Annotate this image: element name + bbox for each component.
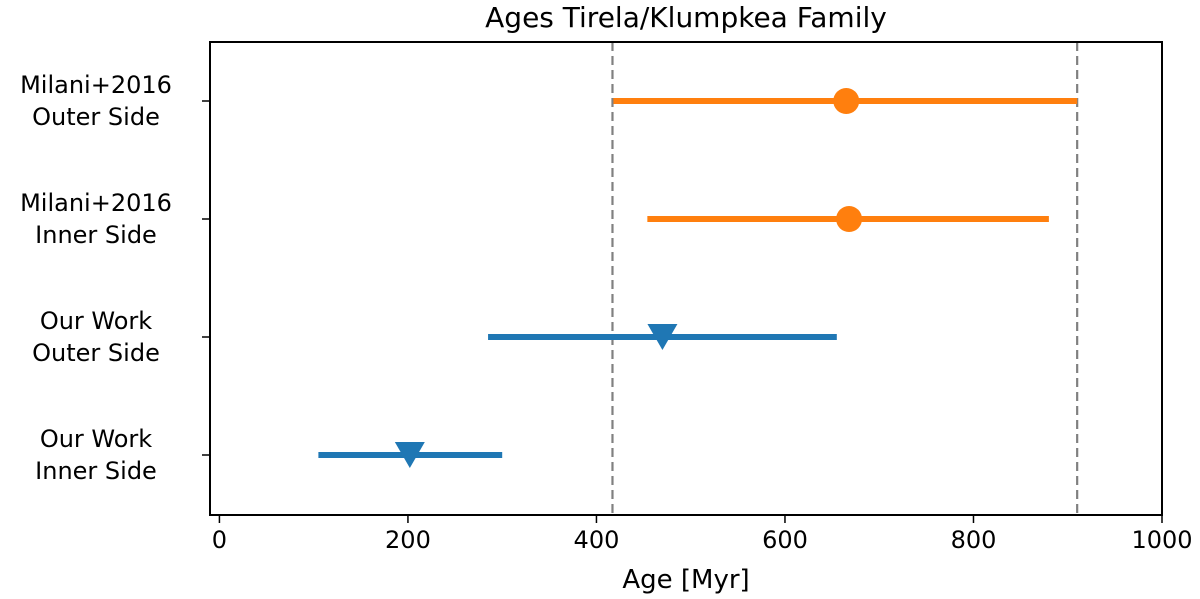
y-tick-label: Inner Side bbox=[35, 221, 157, 249]
y-tick-label: Our Work bbox=[40, 307, 152, 335]
x-tick-label: 0 bbox=[212, 526, 227, 554]
plot-frame bbox=[209, 41, 1163, 516]
plot-area: 0 200 400 600 800 1000 Milani+2016 Outer Side Mi… bbox=[20, 42, 1193, 554]
data-point bbox=[836, 206, 863, 232]
x-tick-label: 400 bbox=[574, 526, 620, 554]
x-axis-label: Age [Myr] bbox=[622, 565, 749, 595]
x-tick-label: 800 bbox=[951, 526, 997, 554]
data-point bbox=[647, 324, 678, 350]
x-tick-label: 200 bbox=[385, 526, 431, 554]
data-point bbox=[833, 88, 860, 114]
x-tick-label: 1000 bbox=[1131, 526, 1192, 554]
data-point bbox=[394, 442, 425, 468]
y-tick-label: Inner Side bbox=[35, 457, 157, 485]
y-tick-label: Our Work bbox=[40, 425, 152, 453]
chart-title: Ages Tirela/Klumpkea Family bbox=[485, 1, 887, 34]
y-tick-label: Milani+2016 bbox=[20, 189, 172, 217]
x-tick-label: 600 bbox=[762, 526, 808, 554]
y-tick-label: Milani+2016 bbox=[20, 71, 172, 99]
y-tick-label: Outer Side bbox=[32, 339, 160, 367]
y-tick-label: Outer Side bbox=[32, 103, 160, 131]
